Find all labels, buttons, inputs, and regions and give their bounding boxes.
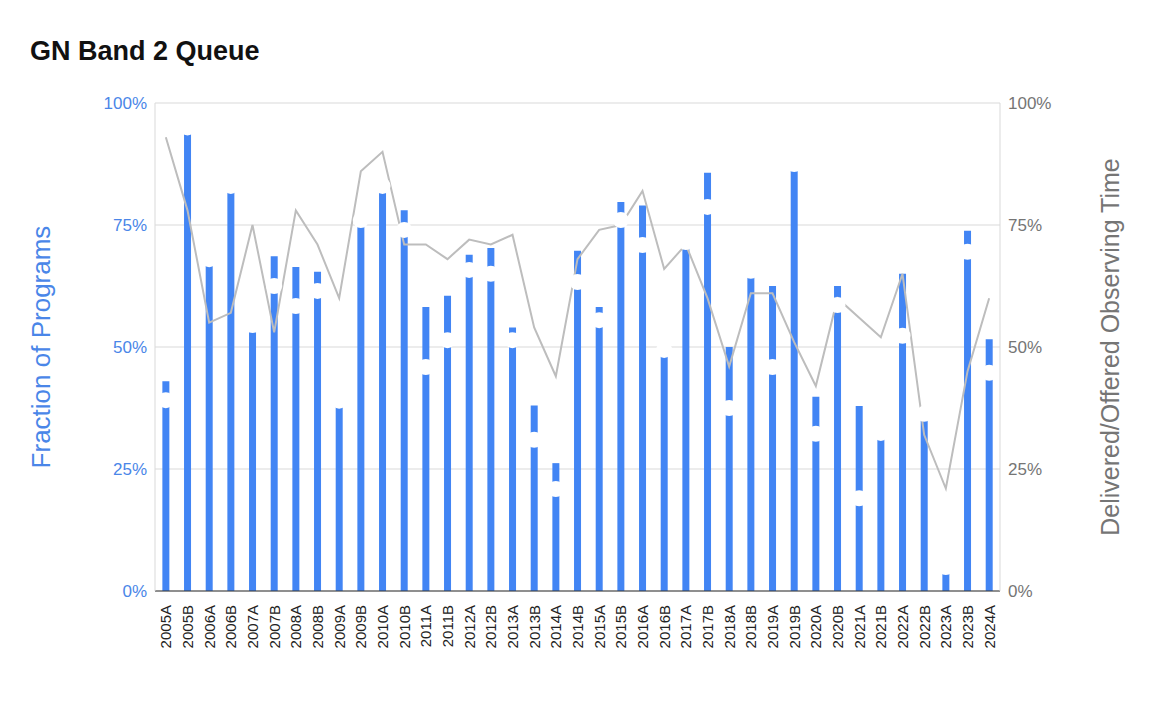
svg-text:2006B: 2006B	[222, 605, 239, 648]
svg-text:2015B: 2015B	[612, 605, 629, 648]
svg-text:2017A: 2017A	[677, 605, 694, 648]
svg-text:25%: 25%	[1008, 460, 1042, 479]
svg-text:2010A: 2010A	[374, 605, 391, 648]
svg-text:2023A: 2023A	[937, 605, 954, 648]
svg-text:2018B: 2018B	[742, 605, 759, 648]
svg-text:2016A: 2016A	[634, 605, 651, 648]
svg-text:2023B: 2023B	[959, 605, 976, 648]
svg-text:2022B: 2022B	[916, 605, 933, 648]
svg-text:0%: 0%	[1008, 582, 1033, 601]
svg-text:2024A: 2024A	[981, 605, 998, 648]
svg-text:2012B: 2012B	[482, 605, 499, 648]
svg-text:2015A: 2015A	[591, 605, 608, 648]
svg-text:2005A: 2005A	[157, 605, 174, 648]
svg-text:2013A: 2013A	[504, 605, 521, 648]
svg-text:0%: 0%	[122, 582, 147, 601]
svg-text:2007A: 2007A	[244, 605, 261, 648]
svg-text:2011A: 2011A	[417, 605, 434, 647]
svg-text:2014B: 2014B	[569, 605, 586, 648]
svg-text:25%: 25%	[113, 460, 147, 479]
svg-text:2007B: 2007B	[266, 605, 283, 648]
svg-text:2020B: 2020B	[829, 605, 846, 648]
svg-text:75%: 75%	[113, 216, 147, 235]
svg-text:2008A: 2008A	[287, 605, 304, 648]
svg-text:2014A: 2014A	[547, 605, 564, 648]
svg-text:2008B: 2008B	[309, 605, 326, 648]
svg-text:50%: 50%	[113, 338, 147, 357]
svg-text:2013B: 2013B	[526, 605, 543, 648]
svg-text:100%: 100%	[1008, 94, 1051, 113]
svg-text:2019B: 2019B	[786, 605, 803, 648]
svg-text:100%: 100%	[104, 94, 147, 113]
svg-text:2009A: 2009A	[331, 605, 348, 648]
svg-text:2019A: 2019A	[764, 605, 781, 648]
svg-text:2011B: 2011B	[439, 605, 456, 647]
svg-text:Fraction of Programs: Fraction of Programs	[26, 226, 56, 469]
svg-text:2020A: 2020A	[807, 605, 824, 648]
svg-text:2018A: 2018A	[721, 605, 738, 648]
svg-text:75%: 75%	[1008, 216, 1042, 235]
svg-text:2009B: 2009B	[352, 605, 369, 648]
svg-text:50%: 50%	[1008, 338, 1042, 357]
svg-text:2021B: 2021B	[872, 605, 889, 648]
svg-text:2016B: 2016B	[656, 605, 673, 648]
html-text:GN Band 2 Queue: GN Band 2 Queue	[30, 36, 260, 66]
svg-text:2021A: 2021A	[851, 605, 868, 648]
svg-text:2005B: 2005B	[179, 605, 196, 648]
svg-text:2022A: 2022A	[894, 605, 911, 648]
svg-text:2017B: 2017B	[699, 605, 716, 648]
svg-text:2012A: 2012A	[461, 605, 478, 648]
svg-text:Delivered/Offered Observing Ti: Delivered/Offered Observing Time	[1096, 158, 1124, 535]
svg-text:2010B: 2010B	[396, 605, 413, 648]
svg-text:2006A: 2006A	[201, 605, 218, 648]
